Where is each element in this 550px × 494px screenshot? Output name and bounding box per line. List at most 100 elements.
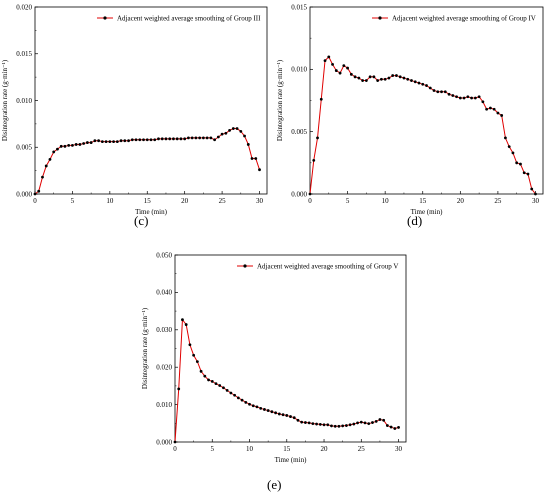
data-point xyxy=(37,189,41,193)
data-point xyxy=(385,424,389,427)
data-point xyxy=(361,79,365,82)
y-tick-label: 0.015 xyxy=(291,3,307,11)
data-point xyxy=(526,172,530,176)
data-point xyxy=(115,140,119,144)
data-point xyxy=(289,415,292,418)
y-tick-label: 0.040 xyxy=(156,289,172,297)
x-tick-label: 30 xyxy=(395,445,403,453)
data-point xyxy=(447,92,451,96)
data-point xyxy=(74,143,78,146)
x-tick-label: 15 xyxy=(283,445,291,453)
data-point xyxy=(56,147,59,151)
x-tick-label: 15 xyxy=(419,197,427,205)
data-point xyxy=(194,136,198,140)
data-point xyxy=(462,96,466,100)
series-line xyxy=(309,56,536,195)
data-point xyxy=(417,81,421,85)
data-point xyxy=(311,422,315,426)
x-tick-label: 20 xyxy=(457,197,465,205)
data-point xyxy=(233,393,237,397)
x-tick-label: 0 xyxy=(308,197,312,205)
data-point xyxy=(255,405,259,409)
data-point xyxy=(52,150,56,154)
data-point xyxy=(225,388,229,392)
legend-marker xyxy=(243,264,247,268)
data-point xyxy=(481,100,485,104)
data-point xyxy=(389,425,393,429)
data-point xyxy=(466,95,470,99)
data-point xyxy=(243,134,246,138)
data-point xyxy=(319,97,323,101)
x-tick-label: 10 xyxy=(246,445,254,453)
x-axis-label: Time (min) xyxy=(135,208,167,216)
data-point xyxy=(307,421,311,425)
data-point xyxy=(344,424,348,427)
data-point xyxy=(220,132,224,136)
data-point xyxy=(138,138,142,142)
x-tick-label: 25 xyxy=(358,445,366,453)
data-point xyxy=(153,138,157,142)
data-point xyxy=(228,129,231,132)
data-point xyxy=(251,404,255,408)
data-point xyxy=(322,423,326,427)
x-tick-label: 25 xyxy=(494,197,502,205)
data-point xyxy=(330,424,333,428)
data-point xyxy=(421,82,425,86)
data-point xyxy=(378,418,382,421)
x-tick-label: 25 xyxy=(219,197,227,205)
data-point xyxy=(477,95,481,99)
x-tick-label: 30 xyxy=(532,197,540,205)
data-point xyxy=(216,135,220,139)
data-point xyxy=(496,111,500,115)
data-point xyxy=(308,192,312,196)
data-point xyxy=(368,75,372,79)
x-tick-label: 5 xyxy=(346,197,350,205)
data-point xyxy=(157,137,160,141)
data-point xyxy=(123,139,127,143)
y-tick-label: 0.050 xyxy=(156,251,172,259)
data-point xyxy=(63,144,67,148)
data-point xyxy=(71,143,74,147)
y-axis-label: Disintegration rate (g·min⁻¹) xyxy=(141,307,149,389)
x-tick-label: 0 xyxy=(33,197,37,205)
data-point xyxy=(406,77,410,81)
data-point xyxy=(511,151,515,155)
data-point xyxy=(292,416,296,420)
data-point xyxy=(342,64,346,67)
data-point xyxy=(451,94,455,97)
data-point xyxy=(352,422,356,426)
data-point xyxy=(231,127,235,130)
data-point xyxy=(331,62,334,66)
data-point xyxy=(285,414,289,417)
y-tick-label: 0.015 xyxy=(16,50,32,58)
x-tick-label: 30 xyxy=(256,197,264,205)
data-point xyxy=(89,141,93,144)
data-point xyxy=(172,137,175,141)
legend-label: Adjacent weighted average smoothing of G… xyxy=(117,15,261,23)
data-point xyxy=(119,139,123,143)
y-tick-label: 0.000 xyxy=(291,190,307,198)
x-tick-label: 5 xyxy=(71,197,75,205)
data-point xyxy=(160,137,164,141)
data-point xyxy=(248,402,251,406)
data-point xyxy=(485,107,489,111)
data-point xyxy=(395,74,398,77)
data-point xyxy=(443,90,447,94)
y-tick-label: 0.010 xyxy=(16,97,32,105)
data-point xyxy=(149,138,153,142)
data-point xyxy=(357,76,361,80)
data-point xyxy=(382,418,386,422)
panel-label-e: (e) xyxy=(267,477,282,492)
data-point xyxy=(333,424,337,428)
data-point xyxy=(300,420,304,424)
data-point xyxy=(410,79,413,82)
data-point xyxy=(259,406,263,410)
data-point xyxy=(359,420,363,424)
data-point xyxy=(318,423,322,426)
data-point xyxy=(134,138,138,142)
data-point xyxy=(246,143,250,146)
data-point xyxy=(356,421,359,425)
data-point xyxy=(337,424,341,428)
data-point xyxy=(100,140,104,144)
data-point xyxy=(142,138,145,142)
